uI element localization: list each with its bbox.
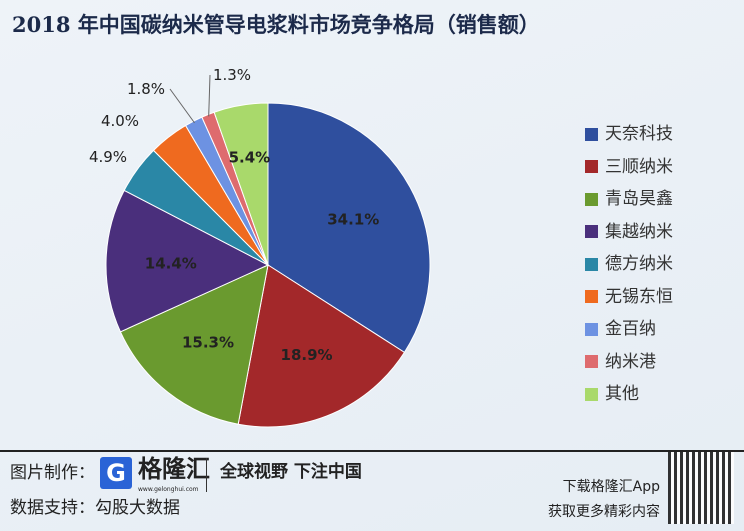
legend-item: 德方纳米 — [585, 248, 673, 281]
data-label: 34.1% — [327, 210, 379, 228]
legend-swatch — [585, 322, 598, 336]
legend-label: 金百纳 — [605, 319, 656, 340]
data-label: 1.3% — [213, 66, 251, 84]
data-label: 15.3% — [182, 333, 234, 351]
pie-slice — [237, 264, 406, 428]
legend-label: 纳米港 — [605, 351, 656, 372]
slogan: 全球视野 下注中国 — [220, 462, 362, 482]
legend-swatch — [585, 387, 598, 401]
data-label: 4.0% — [101, 112, 139, 130]
legend-label: 无锡东恒 — [605, 286, 673, 307]
brand-url: www.gelonghui.com — [138, 486, 199, 493]
app-download-text: 下载格隆汇App — [562, 479, 660, 495]
legend-swatch — [585, 127, 598, 141]
brand-name: 格隆汇 — [138, 455, 210, 483]
data-label: 1.8% — [127, 80, 165, 98]
legend-item: 天奈科技 — [585, 118, 673, 151]
pie-chart: 34.1% 18.9% 15.3% 14.4% 4.9% 4.0% 1.8% 1.3% 5.4% — [89, 66, 431, 428]
legend-label: 其他 — [605, 384, 639, 405]
legend-label: 天奈科技 — [605, 124, 673, 145]
legend-item: 其他 — [585, 378, 673, 411]
made-by-label: 图片制作： — [10, 463, 95, 483]
legend-item: 三顺纳米 — [585, 151, 673, 184]
legend-swatch — [585, 192, 598, 206]
data-label: 4.9% — [89, 148, 127, 166]
legend-swatch — [585, 160, 598, 174]
legend-item: 金百纳 — [585, 313, 673, 346]
legend-item: 纳米港 — [585, 346, 673, 379]
legend-label: 德方纳米 — [605, 254, 673, 275]
legend-swatch — [585, 225, 598, 239]
legend-label: 三顺纳米 — [605, 156, 673, 177]
footer-separator — [206, 458, 207, 492]
leader-line — [169, 88, 195, 124]
legend-label: 集越纳米 — [605, 221, 673, 242]
legend-label: 青岛昊鑫 — [605, 189, 673, 210]
pie-slice — [119, 264, 269, 425]
legend-swatch — [585, 290, 598, 304]
footer-divider — [0, 450, 744, 452]
legend: 天奈科技三顺纳米青岛昊鑫集越纳米德方纳米无锡东恒金百纳纳米港其他 — [585, 118, 673, 411]
leader-line — [208, 74, 211, 117]
legend-item: 青岛昊鑫 — [585, 183, 673, 216]
pie-slice — [105, 189, 270, 333]
data-source: 数据支持：勾股大数据 — [10, 498, 180, 518]
legend-item: 集越纳米 — [585, 216, 673, 249]
gelonghui-logo-icon: G — [100, 457, 132, 489]
data-label: 18.9% — [281, 346, 333, 364]
qr-code[interactable] — [668, 452, 734, 524]
legend-swatch — [585, 257, 598, 271]
pie-slice — [267, 102, 431, 354]
app-promo-text: 获取更多精彩内容 — [548, 504, 660, 520]
legend-item: 无锡东恒 — [585, 281, 673, 314]
chart-title: 2018 年中国碳纳米管导电浆料市场竞争格局（销售额） — [12, 12, 540, 37]
data-label: 14.4% — [145, 254, 197, 272]
legend-swatch — [585, 355, 598, 369]
data-label: 5.4% — [229, 148, 271, 166]
pie-slice — [213, 102, 269, 266]
